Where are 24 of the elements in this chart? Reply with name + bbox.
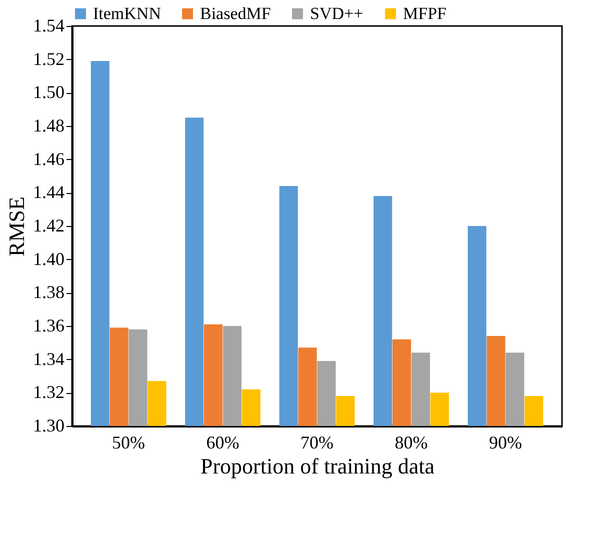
x-axis-title: Proportion of training data [200,454,435,478]
y-tick-label: 1.44 [33,182,64,202]
y-tick-label: 1.40 [33,248,64,269]
y-tick-label: 1.50 [33,82,64,102]
legend-label: MFPF [403,4,446,23]
y-tick-label: 1.52 [33,48,64,69]
x-tick-label: 90% [488,432,522,452]
y-tick-label: 1.46 [33,148,64,169]
y-tick-label: 1.34 [33,348,64,369]
legend-label: SVD++ [310,4,364,23]
legend-label: BiasedMF [200,4,271,23]
y-tick-label: 1.48 [33,116,64,136]
y-tick-label: 1.38 [33,282,64,302]
x-tick-label: 80% [394,432,428,452]
y-tick-label: 1.30 [33,416,64,436]
y-tick-label: 1.54 [33,16,64,36]
x-tick-label: 70% [300,432,334,452]
x-tick-label: 50% [112,432,146,452]
y-axis-title: RMSE [4,196,29,256]
x-tick-label: 60% [206,432,240,452]
legend-label: ItemKNN [93,4,161,23]
y-tick-label: 1.42 [33,216,64,236]
y-tick-label: 1.32 [33,382,64,402]
y-tick-label: 1.36 [33,316,64,336]
